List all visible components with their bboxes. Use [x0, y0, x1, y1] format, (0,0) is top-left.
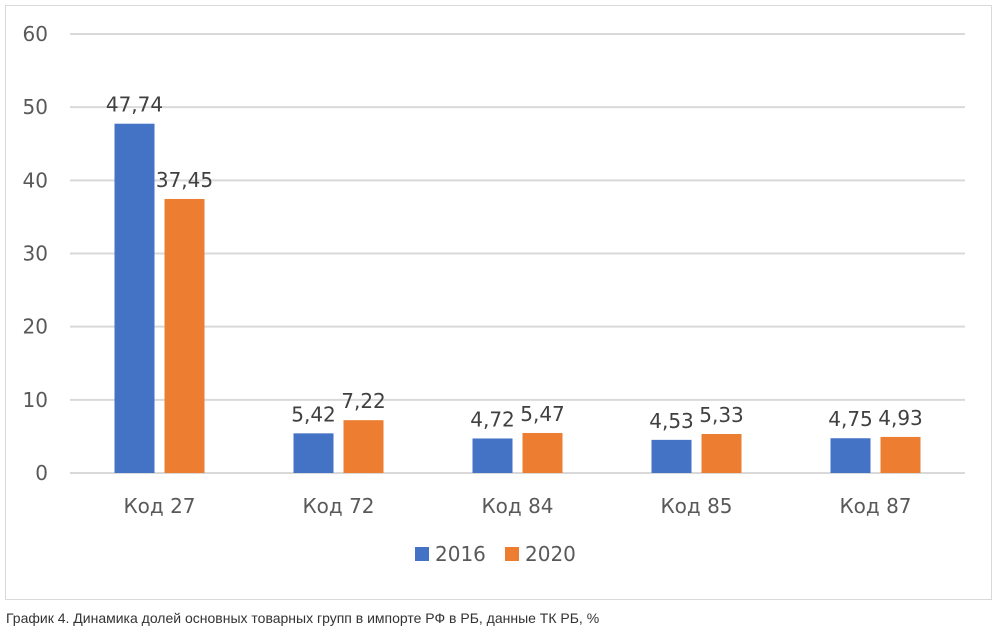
- legend-label: 2016: [435, 542, 486, 566]
- y-tick-label: 50: [23, 95, 48, 119]
- bars: [114, 123, 921, 473]
- data-labels: 47,74 37,45 5,427,22 4,72 5,47 4,53 5,33 4,75 4,…: [106, 93, 923, 433]
- x-category-label: Код 84: [481, 494, 553, 518]
- legend-swatch-2016: [415, 547, 429, 561]
- data-label: 5,33: [699, 403, 744, 427]
- figure-caption: График 4. Динамика долей основных товарн…: [6, 610, 600, 626]
- bar-2016-0: [114, 123, 155, 473]
- bar-2020-4: [880, 436, 921, 473]
- x-axis-categories: Код 27 Код 72 Код 84 Код 85 Код 87: [123, 494, 911, 518]
- bar-chart: 0 10 20 30 40 50 60 47,74 37,45 5,427,22 4,72 5,47…: [23, 22, 965, 566]
- bar-2016-1: [293, 433, 334, 473]
- data-label: 4,72: [470, 407, 515, 431]
- y-tick-label: 40: [23, 168, 48, 192]
- bar-2016-3: [651, 439, 692, 473]
- bar-2020-2: [522, 432, 563, 473]
- y-tick-label: 10: [23, 388, 48, 412]
- gridlines: [70, 33, 965, 474]
- y-axis-ticks: 0 10 20 30 40 50 60: [23, 22, 48, 485]
- bar-2020-1: [343, 420, 384, 473]
- bar-2016-4: [830, 438, 871, 473]
- bar-2020-3: [701, 434, 742, 473]
- data-label: 37,45: [156, 168, 213, 192]
- x-category-label: Код 27: [123, 494, 195, 518]
- y-tick-label: 30: [23, 242, 48, 266]
- x-category-label: Код 72: [302, 494, 374, 518]
- data-label: 5,47: [520, 402, 565, 426]
- data-label: 47,74: [106, 93, 163, 117]
- y-tick-label: 0: [35, 461, 48, 485]
- y-tick-label: 20: [23, 315, 48, 339]
- legend: 2016 2020: [415, 542, 576, 566]
- legend-swatch-2020: [505, 547, 519, 561]
- data-label: 7,22: [341, 389, 386, 413]
- data-label: 5,42: [291, 402, 336, 426]
- y-tick-label: 60: [23, 22, 48, 46]
- x-category-label: Код 87: [839, 494, 911, 518]
- x-category-label: Код 85: [660, 494, 732, 518]
- legend-label: 2020: [525, 542, 576, 566]
- data-label: 4,53: [649, 409, 694, 433]
- data-label: 4,75: [828, 407, 873, 431]
- bar-2016-2: [472, 438, 513, 473]
- bar-2020-0: [164, 198, 205, 473]
- data-label: 4,93: [878, 406, 923, 430]
